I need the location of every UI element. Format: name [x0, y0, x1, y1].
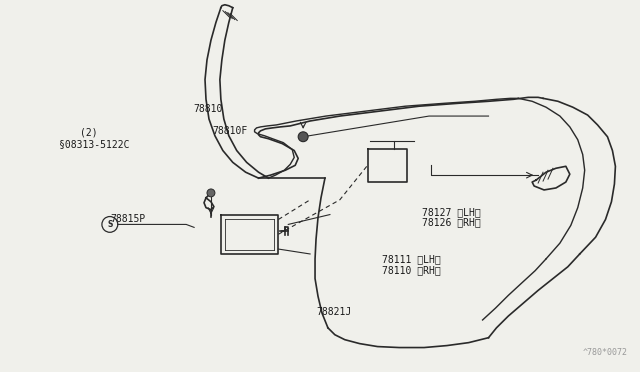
- Text: ^780*0072: ^780*0072: [582, 349, 627, 357]
- Circle shape: [207, 189, 215, 197]
- Text: §08313-5122C: §08313-5122C: [59, 139, 129, 149]
- Circle shape: [298, 132, 308, 142]
- Text: 78810: 78810: [193, 104, 223, 114]
- Text: 78127 〈LH〉: 78127 〈LH〉: [422, 207, 480, 217]
- Text: (2): (2): [80, 128, 98, 138]
- Text: S: S: [107, 220, 113, 229]
- Text: 78110 〈RH〉: 78110 〈RH〉: [382, 265, 441, 275]
- Text: 78111 〈LH〉: 78111 〈LH〉: [382, 254, 441, 264]
- Text: 78126 〈RH〉: 78126 〈RH〉: [422, 218, 480, 228]
- Text: 78821J: 78821J: [317, 307, 352, 317]
- Text: 78815P: 78815P: [111, 214, 146, 224]
- Text: 78810F: 78810F: [212, 126, 248, 136]
